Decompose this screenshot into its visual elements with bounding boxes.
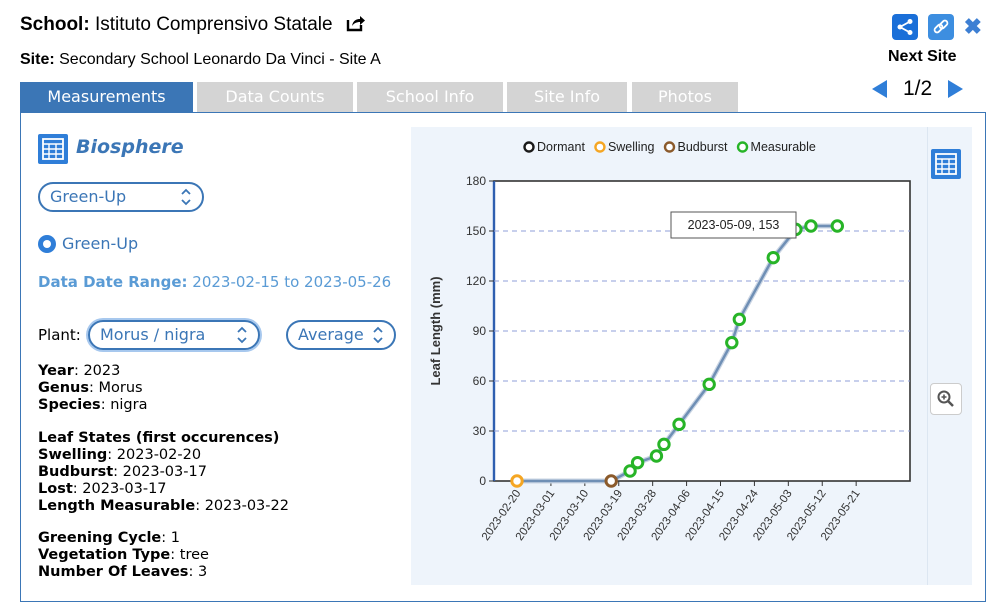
- select-chevron-icon: [372, 322, 384, 356]
- species-row: Species: nigra: [38, 397, 148, 413]
- number-of-leaves-value: 3: [197, 564, 208, 580]
- lost-row: Lost: 2023-03-17: [38, 481, 167, 497]
- greenup-radio[interactable]: Green-Up: [38, 234, 138, 253]
- site-heading: Site: Secondary School Leonardo Da Vinci…: [20, 51, 381, 69]
- number-of-leaves-row: Number Of Leaves: 3: [38, 564, 208, 580]
- budburst-value: 2023-03-17: [122, 464, 207, 480]
- external-link-icon[interactable]: [346, 14, 366, 38]
- zoom-in-icon[interactable]: [930, 383, 962, 415]
- lost-value: 2023-03-17: [82, 481, 167, 497]
- next-site-label: Next Site: [888, 48, 957, 65]
- budburst-label: Budburst: [38, 464, 114, 480]
- swelling-row: Swelling: 2023-02-20: [38, 447, 202, 463]
- swelling-label: Swelling: [38, 447, 108, 463]
- share-icon: [897, 19, 913, 35]
- table-view-icon[interactable]: [931, 149, 961, 179]
- leaf-states: Leaf States (first occurences) Swelling:…: [38, 430, 289, 515]
- content-panel: [20, 112, 986, 602]
- link-button[interactable]: [927, 14, 954, 40]
- year-row: Year: 2023: [38, 363, 121, 379]
- date-range: Data Date Range: 2023-02-15 to 2023-05-2…: [38, 273, 391, 291]
- year-value: 2023: [83, 363, 121, 379]
- chart-sidebar: [927, 127, 972, 585]
- leaf-states-heading: Leaf States (first occurences): [38, 430, 280, 446]
- length-measurable-label: Length Measurable: [38, 498, 196, 514]
- plant-select[interactable]: Morus / nigra: [88, 320, 260, 350]
- site-pager: 1/2: [872, 77, 964, 101]
- chart-area: [411, 127, 971, 585]
- school-heading: School: Istituto Comprensivo Statale: [20, 14, 366, 38]
- genus-value: Morus: [98, 380, 143, 396]
- species-label: Species: [38, 397, 101, 413]
- tab-data-counts[interactable]: Data Counts: [197, 82, 353, 112]
- budburst-row: Budburst: 2023-03-17: [38, 464, 207, 480]
- site-name: Secondary School Leonardo Da Vinci - Sit…: [59, 51, 381, 68]
- select-chevron-icon: [236, 322, 248, 356]
- tab-measurements[interactable]: Measurements: [20, 82, 193, 112]
- tab-photos[interactable]: Photos: [632, 82, 738, 112]
- page-indicator: 1/2: [903, 77, 933, 100]
- vegetation-type-value: tree: [179, 547, 209, 563]
- vegetation-type-row: Vegetation Type: tree: [38, 547, 209, 563]
- greening-cycle-label: Greening Cycle: [38, 530, 162, 546]
- lost-label: Lost: [38, 481, 73, 497]
- select-chevron-icon: [180, 184, 192, 218]
- tab-site-info[interactable]: Site Info: [507, 82, 627, 112]
- plant-label: Plant:: [38, 326, 81, 344]
- date-range-value: 2023-02-15 to 2023-05-26: [192, 273, 392, 291]
- school-name: Istituto Comprensivo Statale: [94, 14, 333, 35]
- next-site-icon[interactable]: [948, 80, 964, 98]
- share-button[interactable]: [891, 14, 918, 40]
- table-icon: [38, 134, 68, 164]
- vegetation-type-label: Vegetation Type: [38, 547, 171, 563]
- section-title: Biosphere: [76, 136, 184, 158]
- cycle-details: Greening Cycle: 1 Vegetation Type: tree …: [38, 530, 209, 581]
- species-value: nigra: [110, 397, 148, 413]
- number-of-leaves-label: Number Of Leaves: [38, 564, 189, 580]
- plant-select-value: Morus / nigra: [100, 325, 206, 344]
- aggregate-select[interactable]: Average: [286, 320, 396, 350]
- length-measurable-value: 2023-03-22: [204, 498, 289, 514]
- aggregate-select-value: Average: [298, 325, 364, 344]
- protocol-select[interactable]: Green-Up: [38, 182, 204, 212]
- swelling-value: 2023-02-20: [116, 447, 202, 463]
- close-icon[interactable]: ✖: [963, 14, 982, 39]
- greening-cycle-row: Greening Cycle: 1: [38, 530, 180, 546]
- date-range-label: Data Date Range:: [38, 273, 188, 291]
- radio-label: Green-Up: [62, 234, 139, 253]
- top-actions: ✖: [891, 14, 982, 40]
- greening-cycle-value: 1: [170, 530, 180, 546]
- tab-school-info[interactable]: School Info: [357, 82, 503, 112]
- link-icon: [933, 19, 948, 34]
- genus-row: Genus: Morus: [38, 380, 143, 396]
- plant-details: Year: 2023 Genus: Morus Species: nigra: [38, 363, 147, 414]
- site-label: Site:: [20, 51, 55, 68]
- length-measurable-row: Length Measurable: 2023-03-22: [38, 498, 289, 514]
- year-label: Year: [38, 363, 74, 379]
- genus-label: Genus: [38, 380, 90, 396]
- school-label: School:: [20, 14, 90, 35]
- prev-site-icon[interactable]: [872, 80, 887, 98]
- radio-selected-icon: [38, 234, 56, 253]
- protocol-select-value: Green-Up: [50, 187, 127, 206]
